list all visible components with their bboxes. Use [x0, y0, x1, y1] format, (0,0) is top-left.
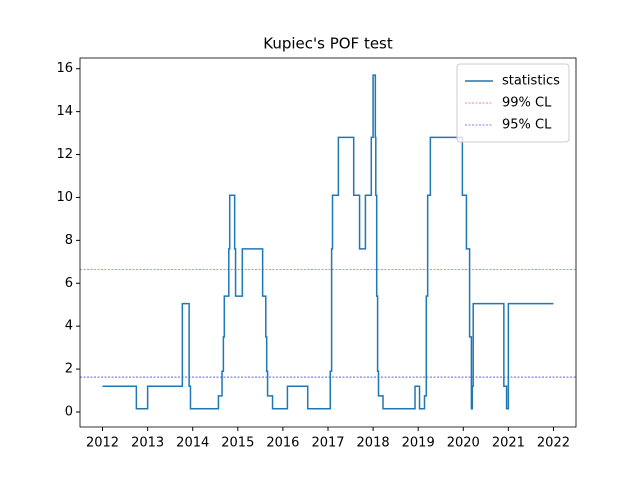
y-tick-label: 8 — [65, 233, 73, 248]
y-tick-label: 16 — [56, 61, 73, 76]
y-tick-label: 0 — [65, 404, 73, 419]
x-tick-label: 2016 — [266, 436, 299, 451]
x-tick-label: 2018 — [357, 436, 390, 451]
x-tick-label: 2021 — [492, 436, 525, 451]
x-tick-label: 2012 — [86, 436, 119, 451]
legend-label: 99% CL — [502, 96, 552, 111]
x-tick-label: 2017 — [311, 436, 344, 451]
x-tick-label: 2020 — [447, 436, 480, 451]
x-tick-label: 2013 — [131, 436, 164, 451]
chart-title: Kupiec's POF test — [263, 35, 393, 53]
y-tick-label: 2 — [65, 362, 73, 377]
plot-frame — [79, 57, 577, 428]
x-tick-label: 2015 — [221, 436, 254, 451]
legend-label: statistics — [502, 74, 560, 89]
y-tick-label: 12 — [56, 147, 73, 162]
y-tick-label: 6 — [65, 276, 73, 291]
legend-label: 95% CL — [502, 118, 552, 133]
x-tick-label: 2019 — [402, 436, 435, 451]
x-tick-label: 2022 — [537, 436, 570, 451]
x-tick-label: 2014 — [176, 436, 209, 451]
y-tick-label: 14 — [56, 104, 73, 119]
legend-box — [456, 63, 570, 143]
y-tick-label: 4 — [65, 319, 73, 334]
y-tick-label: 10 — [56, 190, 73, 205]
data-line — [102, 74, 554, 410]
